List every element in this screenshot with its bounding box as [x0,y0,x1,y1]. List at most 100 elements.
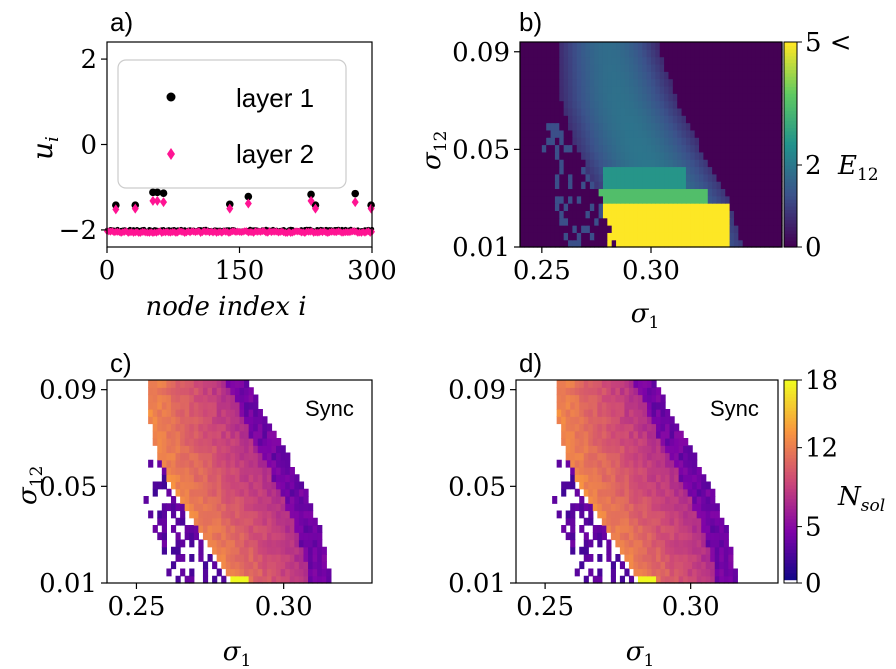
heatmap-cell [588,517,594,526]
heatmap-cell [266,517,273,526]
heatmap-cell [601,401,607,410]
heatmap-cell [710,546,716,555]
heatmap-cell [615,503,621,512]
heatmap-cell [602,129,608,138]
heatmap-cell [777,100,783,109]
heatmap-cell [583,430,589,439]
heatmap-cell [312,539,318,548]
heatmap-cell [221,546,227,555]
heatmap-cell [559,188,565,197]
heatmap-cell [602,203,608,211]
heatmap-cell [579,503,585,512]
heatmap-cell [747,239,753,248]
heatmap-cell [672,137,678,146]
heatmap-cell [550,217,556,226]
colorbar-segment [784,400,797,405]
heatmap-cell [655,137,661,146]
heatmap-cell [244,539,250,548]
heatmap-cell [642,203,648,211]
heatmap-cell [629,151,635,160]
heatmap-cell [589,181,595,190]
heatmap-cell [619,474,626,483]
heatmap-cell [588,438,594,446]
heatmap-cell [581,225,587,233]
heatmap-cell [574,394,580,403]
heatmap-cell [230,561,236,570]
heatmap-cell [716,63,722,72]
heatmap-cell [712,195,718,204]
heatmap-cell [184,452,190,461]
heatmap-cell [572,115,578,124]
heatmap-cell [234,510,241,519]
heatmap-cell [148,380,154,388]
heatmap-cell [616,122,622,131]
heatmap-cell [276,438,282,446]
heatmap-cell [581,129,587,138]
heatmap-cell [537,166,543,175]
heatmap-cell [624,488,630,497]
heatmap-cell [253,496,259,504]
heatmap-cell [565,409,571,417]
heatmap-cell [597,416,603,425]
heatmap-cell [524,188,530,197]
heatmap-cell [554,137,560,146]
heatmap-cell [212,496,218,504]
heatmap-cell [733,100,739,109]
colorbar-segment [784,549,797,554]
heatmap-cell [170,445,177,454]
heatmap-cell [647,481,653,490]
heatmap-cell [664,129,670,138]
heatmap-cell [720,195,726,204]
heatmap-cell [720,115,726,124]
heatmap-cell [230,409,236,417]
heatmap-cell [610,517,616,526]
heatmap-cell [669,459,675,468]
heatmap-cell [760,107,766,116]
heatmap-cell [572,42,578,50]
heatmap-cell [317,561,323,570]
heatmap-cell [266,525,273,533]
heatmap-cell [563,115,569,124]
heatmap-cell [710,496,716,504]
heatmap-cell [664,159,670,168]
heatmap-cell [581,85,587,94]
heatmap-cell [659,129,665,138]
heatmap-cell [554,85,560,94]
heatmap-cell [554,71,560,80]
heatmap-cell [629,173,635,182]
heatmap-cell [637,459,644,468]
heatmap-cell [166,409,172,417]
heatmap-cell [659,203,665,211]
heatmap-cell [180,496,186,504]
heatmap-cell [583,467,589,475]
heatmap-cell [166,401,172,410]
heatmap-cell [550,100,556,109]
heatmap-cell [598,173,604,182]
heatmap-cell [619,438,626,446]
heatmap-cell [712,232,718,241]
heatmap-cell [720,122,726,131]
heatmap-cell [594,188,600,197]
heatmap-cell [610,510,616,519]
heatmap-cell [642,49,648,58]
heatmap-cell [690,239,696,248]
heatmap-cell [271,568,277,577]
heatmap-cell [651,210,656,219]
heatmap-cell [669,554,675,562]
heatmap-cell [607,195,613,204]
heatmap-cell [321,575,327,584]
heatmap-cell [764,42,770,50]
heatmap-cell [520,63,525,72]
heatmap-cell [541,85,547,94]
heatmap-cell [148,409,154,417]
heatmap-cell [707,42,713,50]
heatmap-cell [588,445,594,454]
heatmap-cell [541,93,547,102]
heatmap-cell [266,561,273,570]
colorbar-segment [784,576,797,581]
heatmap-cell [271,561,277,570]
heatmap-cell [588,539,594,548]
heatmap-cell [655,122,661,131]
heatmap-cell [669,430,675,439]
heatmap-cell [271,510,277,519]
